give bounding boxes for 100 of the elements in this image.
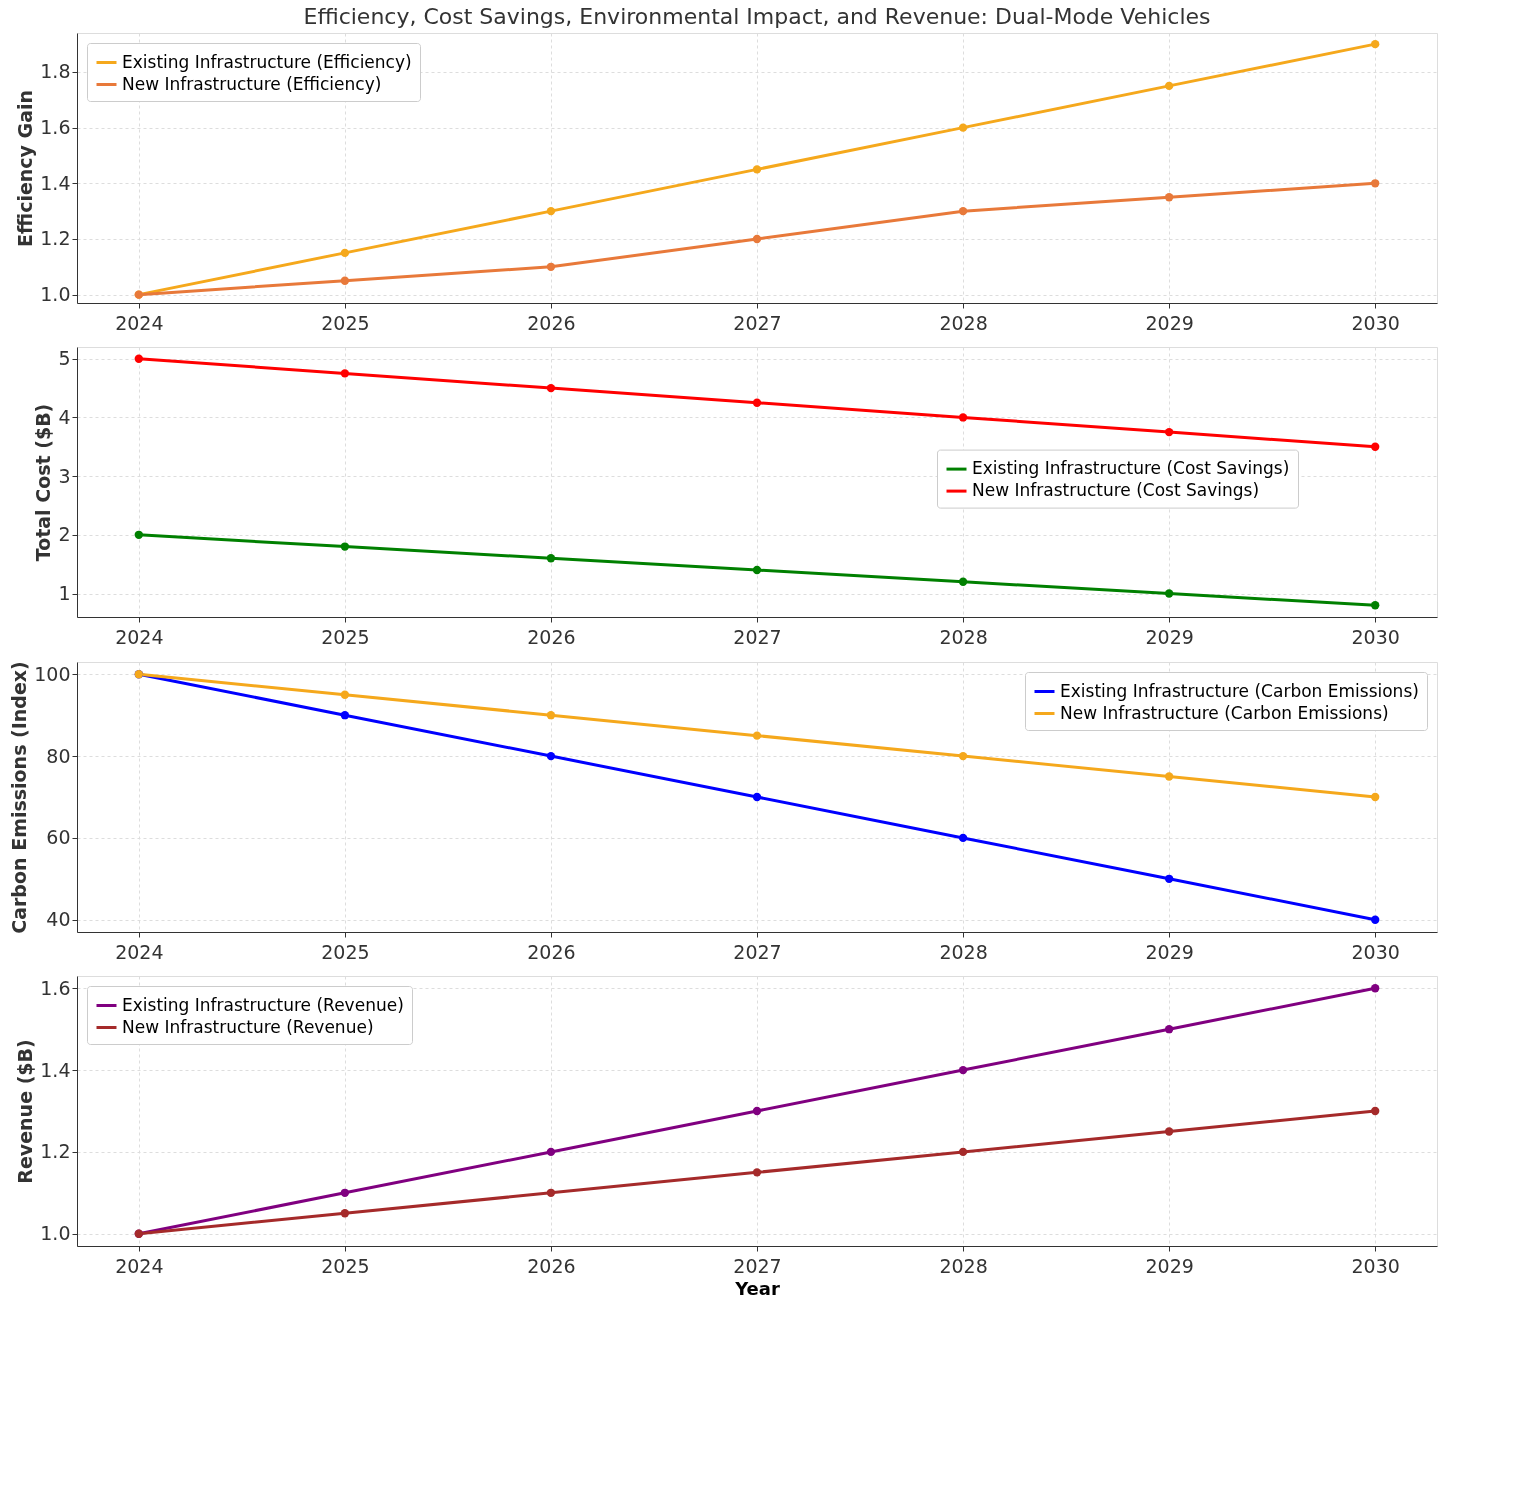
point <box>340 711 350 720</box>
x-tick-label: 2027 <box>733 940 782 963</box>
y-tick-label: 1.0 <box>40 1222 71 1245</box>
x-tick-label: 2029 <box>1145 940 1194 963</box>
point <box>1164 874 1174 883</box>
y-tick-label: 1 <box>58 582 71 605</box>
point <box>340 1209 350 1218</box>
point <box>752 234 762 244</box>
point <box>546 1147 556 1157</box>
x-tick-label: 2028 <box>939 625 988 648</box>
y-axis-title: Revenue ($B) <box>14 1039 37 1184</box>
x-tick-label: 2027 <box>733 1254 782 1277</box>
x-tick-label: 2026 <box>527 1254 576 1277</box>
x-tick-label: 2030 <box>1351 940 1400 963</box>
x-tick-label: 2030 <box>1351 1254 1400 1277</box>
legend-label: Existing Infrastructure (Carbon Emissions) <box>1060 680 1419 701</box>
point <box>1164 772 1174 781</box>
y-tick-label: 1.0 <box>40 283 71 306</box>
y-tick-label: 1.4 <box>40 171 71 194</box>
point <box>340 369 350 378</box>
x-tick-label: 2024 <box>115 1254 164 1277</box>
x-tick-label: 2024 <box>115 940 164 963</box>
point <box>134 530 143 539</box>
point <box>958 1147 968 1157</box>
point <box>752 165 762 174</box>
point <box>1164 427 1174 437</box>
point <box>752 1106 762 1116</box>
point <box>1164 81 1174 91</box>
y-tick-label: 100 <box>34 662 71 685</box>
x-tick-label: 2026 <box>527 625 576 648</box>
x-tick-label: 2029 <box>1145 311 1194 334</box>
point <box>752 731 762 740</box>
point <box>752 398 762 407</box>
y-tick-label: 1.8 <box>40 60 71 83</box>
y-tick-label: 1.6 <box>40 976 71 999</box>
y-tick-label: 1.4 <box>40 1058 71 1081</box>
x-tick-label: 2025 <box>321 625 370 648</box>
point <box>752 792 762 802</box>
y-tick-label: 2 <box>58 523 71 546</box>
point <box>1371 601 1380 610</box>
x-tick-label: 2024 <box>115 311 164 334</box>
x-tick-label: 2028 <box>939 940 988 963</box>
y-axis-title: Efficiency Gain <box>14 89 37 248</box>
x-tick-label: 2025 <box>321 311 370 334</box>
point <box>546 751 556 761</box>
point <box>546 206 556 216</box>
point <box>752 565 762 575</box>
legend-label: New Infrastructure (Cost Savings) <box>972 480 1260 501</box>
chart-title: Efficiency, Cost Savings, Environmental Impact, and Revenue: Dual-Mode Vehicles <box>303 4 1211 29</box>
y-tick-label: 80 <box>46 744 71 767</box>
legend-label: New Infrastructure (Carbon Emissions) <box>1060 702 1389 723</box>
point <box>546 711 556 720</box>
point <box>958 123 968 132</box>
point <box>546 1188 556 1197</box>
point <box>546 262 556 271</box>
point <box>340 542 350 551</box>
x-tick-label: 2029 <box>1145 625 1194 648</box>
point <box>1371 1106 1380 1116</box>
x-tick-label: 2027 <box>733 311 782 334</box>
x-tick-label: 2027 <box>733 625 782 648</box>
point <box>1371 915 1380 924</box>
legend-label: New Infrastructure (Revenue) <box>122 1016 374 1037</box>
legend-label: Existing Infrastructure (Efficiency) <box>122 51 412 72</box>
x-axis-title: Year <box>734 1277 780 1299</box>
point <box>1164 589 1174 598</box>
point <box>958 1065 968 1075</box>
point <box>1164 193 1174 202</box>
y-tick-label: 60 <box>46 826 71 849</box>
y-tick-label: 40 <box>46 908 71 931</box>
point <box>1371 39 1380 49</box>
point <box>958 751 968 761</box>
point <box>958 206 968 216</box>
point <box>958 413 968 422</box>
point <box>340 248 350 258</box>
point <box>340 1188 350 1197</box>
x-tick-label: 2025 <box>321 940 370 963</box>
x-tick-label: 2026 <box>527 940 576 963</box>
point <box>340 276 350 285</box>
x-tick-label: 2030 <box>1351 311 1400 334</box>
x-tick-label: 2029 <box>1145 1254 1194 1277</box>
point <box>546 383 556 393</box>
x-tick-label: 2026 <box>527 311 576 334</box>
y-axis-title: Carbon Emissions (Index) <box>8 661 31 934</box>
x-tick-label: 2030 <box>1351 625 1400 648</box>
point <box>1164 1127 1174 1136</box>
y-tick-label: 3 <box>58 464 71 487</box>
x-tick-label: 2028 <box>939 1254 988 1277</box>
y-tick-label: 1.6 <box>40 116 71 139</box>
legend-label: Existing Infrastructure (Cost Savings) <box>972 458 1290 479</box>
point <box>1371 442 1380 451</box>
point <box>546 554 556 563</box>
x-tick-label: 2028 <box>939 311 988 334</box>
point <box>1164 1025 1174 1034</box>
y-tick-label: 1.2 <box>40 227 71 250</box>
legend-label: Existing Infrastructure (Revenue) <box>122 994 404 1015</box>
point <box>134 354 143 363</box>
point <box>958 833 968 843</box>
point <box>1371 792 1380 802</box>
point <box>1371 179 1380 188</box>
legend-label: New Infrastructure (Efficiency) <box>122 73 382 94</box>
